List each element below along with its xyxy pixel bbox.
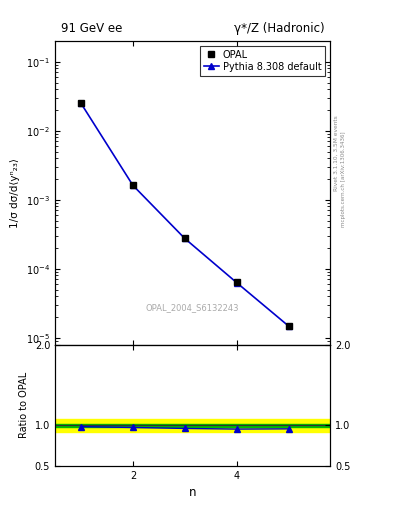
Text: 91 GeV ee: 91 GeV ee <box>61 22 122 35</box>
Text: OPAL_2004_S6132243: OPAL_2004_S6132243 <box>146 304 239 313</box>
Bar <box>55 419 330 432</box>
Pythia 8.308 default <box>234 280 239 286</box>
Pythia 8.308 default <box>286 323 291 329</box>
X-axis label: n: n <box>189 486 196 499</box>
Bar <box>55 424 330 427</box>
Text: γ*/Z (Hadronic): γ*/Z (Hadronic) <box>234 22 325 35</box>
Y-axis label: Ratio to OPAL: Ratio to OPAL <box>19 372 29 438</box>
Pythia 8.308 default <box>182 236 187 242</box>
OPAL <box>79 100 83 106</box>
Legend: OPAL, Pythia 8.308 default: OPAL, Pythia 8.308 default <box>200 46 325 76</box>
Text: mcplots.cern.ch [arXiv:1306.3436]: mcplots.cern.ch [arXiv:1306.3436] <box>342 132 346 227</box>
Pythia 8.308 default <box>79 100 83 106</box>
Y-axis label: 1/σ dσ/d⟨yⁿ₂₃⟩: 1/σ dσ/d⟨yⁿ₂₃⟩ <box>10 158 20 228</box>
Pythia 8.308 default <box>130 182 135 188</box>
OPAL <box>182 235 187 241</box>
Line: Pythia 8.308 default: Pythia 8.308 default <box>77 100 292 330</box>
OPAL <box>286 323 291 329</box>
OPAL <box>234 279 239 285</box>
Text: Rivet 3.1.10, 3.5M events: Rivet 3.1.10, 3.5M events <box>334 116 338 191</box>
Line: OPAL: OPAL <box>77 100 292 329</box>
OPAL <box>130 182 135 188</box>
